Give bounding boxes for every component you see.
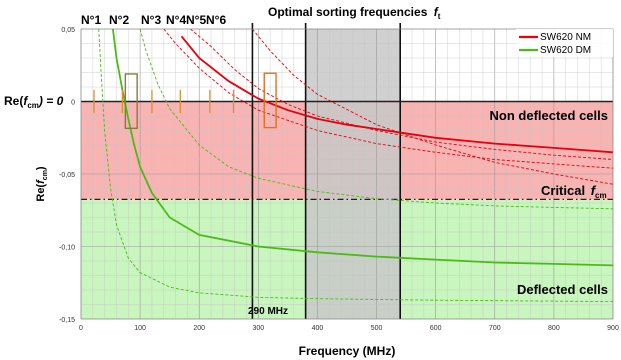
crossing-label-5: N°5	[186, 13, 206, 27]
y-axis-label: Re(fcm)	[35, 166, 49, 202]
highlight-boxes	[124, 72, 277, 130]
x-tick-label: 900	[607, 325, 619, 332]
legend-label-dm: SW620 DM	[540, 45, 591, 56]
x-tick-label: 300	[252, 325, 264, 332]
crossing-label-4: N°4	[166, 13, 186, 27]
x-tick-label: 200	[193, 325, 205, 332]
dashed-bound-1	[163, 29, 613, 169]
x-tick-label: 100	[134, 325, 146, 332]
critical-label-symbol: f	[591, 183, 597, 198]
y-tick-label: -0,15	[59, 317, 75, 324]
legend-box	[516, 29, 613, 57]
series-line-0	[180, 35, 613, 154]
zero-line-label: Re(fcm) = 0	[4, 94, 64, 110]
dashed-bound-4	[139, 29, 613, 210]
vline-290-label: 290 MHz	[248, 306, 288, 317]
y-tick-label: 0,05	[61, 27, 75, 34]
y-axis-label-symbol: f	[35, 179, 47, 184]
zero-label-subscript: cm	[27, 101, 39, 110]
region-label-non-deflected: Non deflected cells	[490, 108, 608, 123]
y-tick-labels: 0,05 0 -0,05 -0,10 -0,15	[59, 27, 75, 324]
legend-label-nm: SW620 NM	[540, 32, 591, 43]
x-tick-label: 700	[489, 325, 501, 332]
zero-label-end: ) = 0	[37, 94, 64, 108]
crossing-label-1: N°1	[81, 13, 101, 27]
chart-title-subscript: t	[438, 12, 441, 21]
y-axis-label-main: Re(	[35, 184, 47, 202]
critical-label: Critical fcm	[541, 183, 607, 200]
chart-title-symbol: f	[434, 5, 439, 19]
region-label-deflected: Deflected cells	[517, 282, 608, 297]
y-tick-label: 0	[71, 100, 75, 107]
crossing-label-2: N°2	[109, 13, 129, 27]
chart-title: Optimal sorting frequencies ft	[268, 5, 441, 21]
y-tick-label: -0,10	[59, 245, 75, 252]
crossing-label-3: N°3	[141, 13, 161, 27]
x-tick-label: 800	[548, 325, 560, 332]
crossing-markers: N°1 N°2 N°3 N°4 N°5 N°6	[81, 13, 235, 114]
crossing-label-6: N°6	[206, 13, 226, 27]
x-tick-label: 600	[430, 325, 442, 332]
highlight-box-1	[263, 72, 277, 129]
highlight-box-0	[124, 73, 138, 130]
y-axis-label-subscript: cm	[42, 170, 49, 180]
x-axis-label: Frequency (MHz)	[299, 344, 396, 358]
x-tick-label: 500	[371, 325, 383, 332]
x-tick-label: 0	[79, 325, 83, 332]
critical-label-subscript: cm	[595, 191, 607, 200]
zero-label-main: Re(	[4, 94, 23, 108]
chart-title-text: Optimal sorting frequencies	[268, 5, 428, 19]
grid	[80, 28, 614, 320]
legend: SW620 NM SW620 DM	[516, 29, 613, 57]
vertical-lines	[251, 23, 402, 319]
x-tick-label: 400	[312, 325, 324, 332]
dashed-bound-3	[98, 29, 613, 303]
x-tick-labels: 0 100 200 300 400 500 600 700 800 900	[79, 325, 619, 332]
plot-frame	[80, 28, 614, 320]
critical-label-main: Critical	[541, 183, 585, 198]
y-axis-label-end: )	[35, 166, 47, 170]
dashed-bound-0	[190, 29, 613, 160]
zero-label-symbol: f	[23, 94, 28, 108]
y-tick-label: -0,05	[59, 172, 75, 179]
